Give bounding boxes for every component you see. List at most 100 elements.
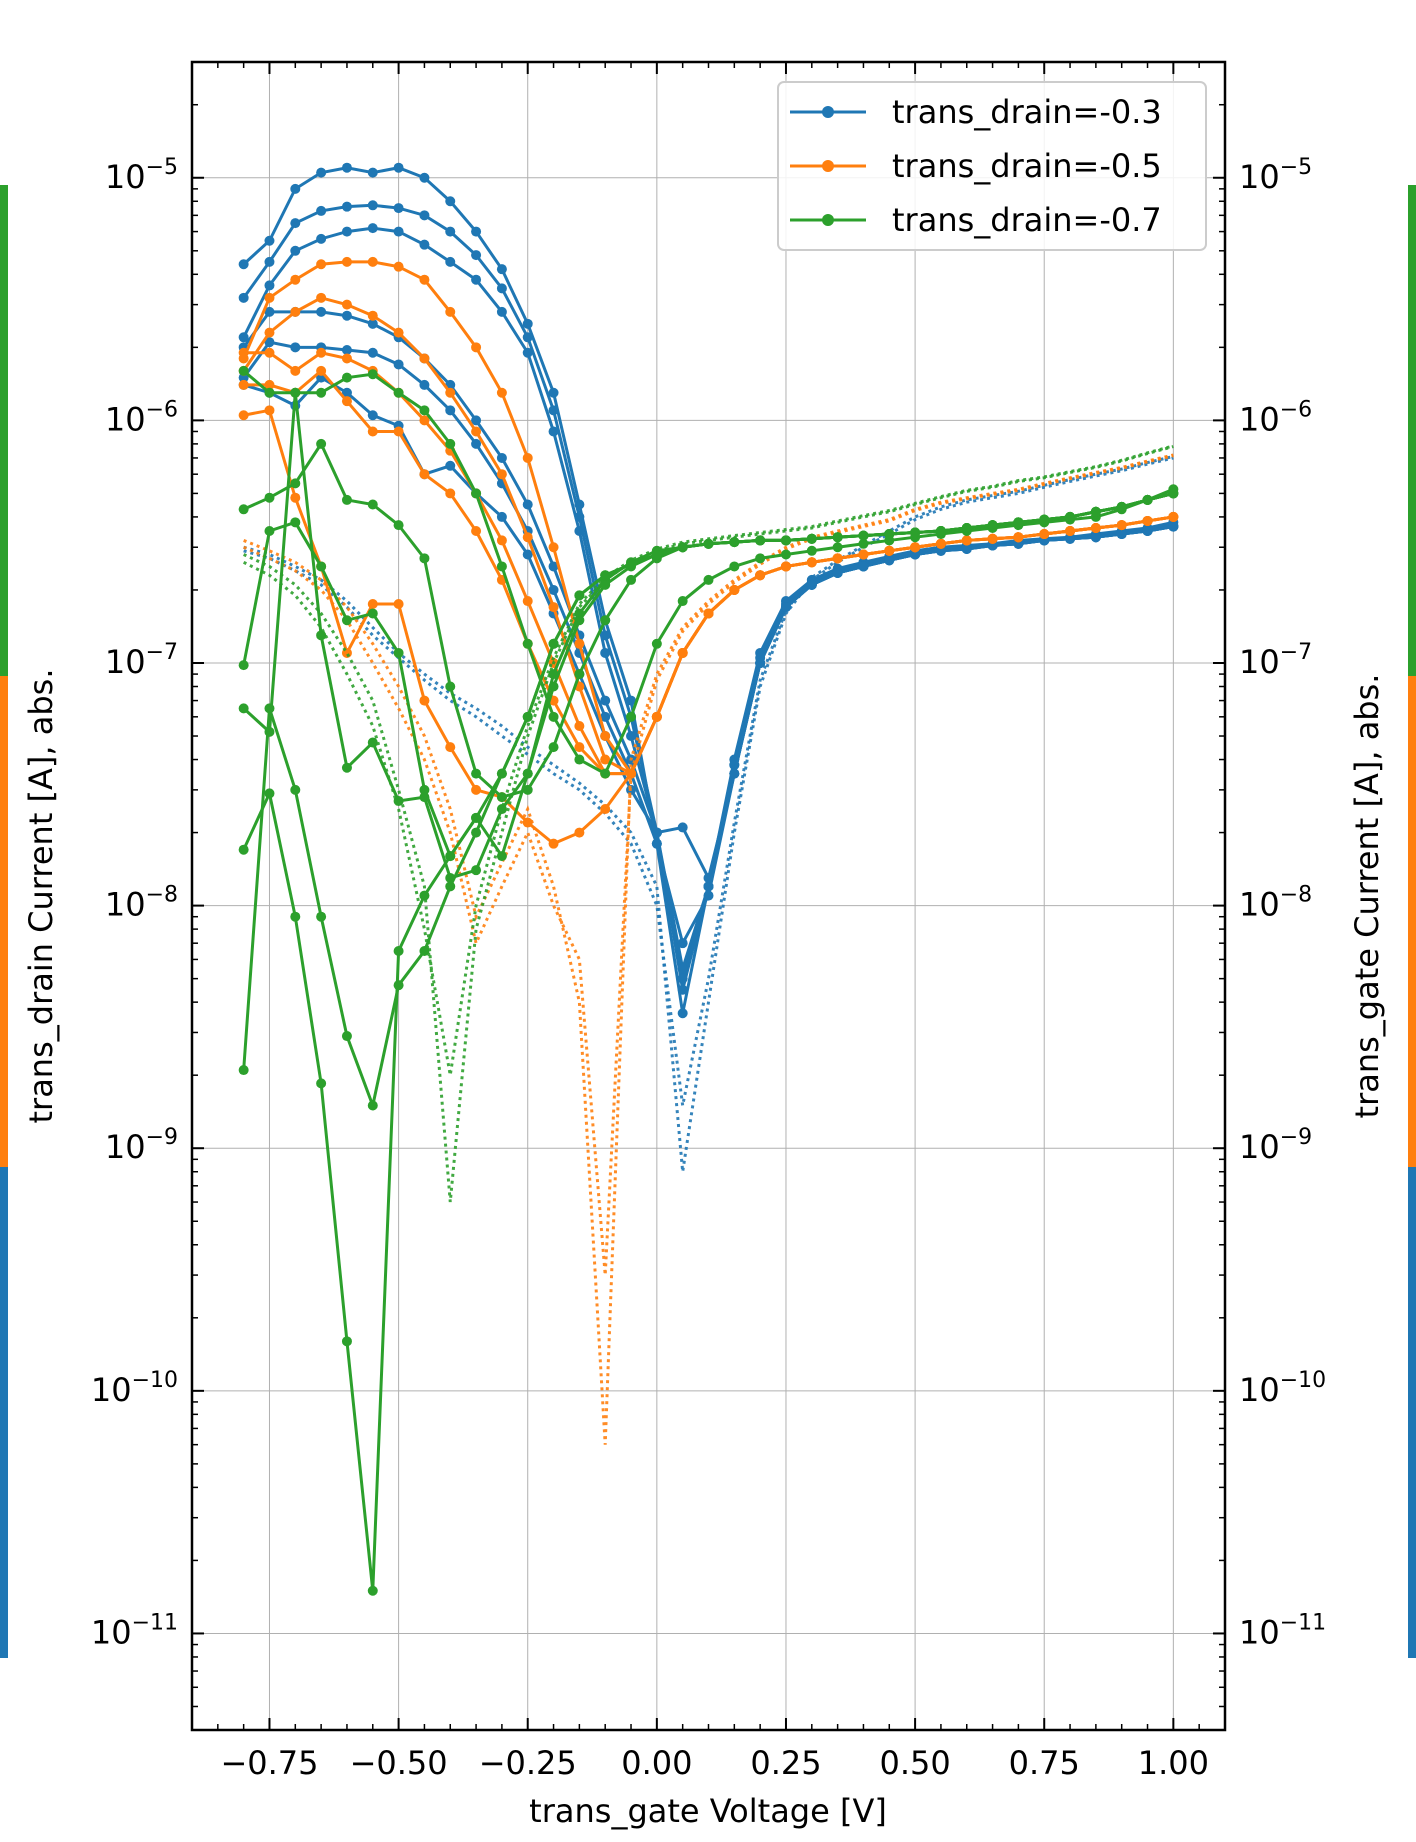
- drain-current-point: [548, 742, 559, 753]
- drain-current-point: [858, 530, 869, 541]
- x-tick-label: 0.75: [1009, 1744, 1080, 1782]
- drain-current-point: [935, 525, 946, 536]
- drain-current-point: [1090, 506, 1101, 517]
- series-1: [238, 162, 1179, 1172]
- drain-current-point: [600, 754, 611, 765]
- drain-current-point: [651, 711, 662, 722]
- drain-current-point: [626, 695, 637, 706]
- drain-current-point: [341, 387, 352, 398]
- drain-current-point: [496, 306, 507, 317]
- drain-current-point: [445, 881, 456, 892]
- drain-current-point: [1116, 501, 1127, 512]
- drain-current-point: [522, 711, 533, 722]
- drain-current-point: [496, 264, 507, 275]
- drain-current-point: [445, 405, 456, 416]
- drain-current-point: [548, 584, 559, 595]
- drain-current-point: [1116, 520, 1127, 531]
- legend-marker: [822, 106, 834, 118]
- drain-current-point: [419, 353, 430, 364]
- drain-current-point: [264, 405, 275, 416]
- drain-current-point: [238, 504, 249, 515]
- drain-current-point: [367, 310, 378, 321]
- drain-current-point: [858, 561, 869, 572]
- drain-current-point: [987, 533, 998, 544]
- y-tick-label-left: 10−5: [105, 155, 178, 196]
- drain-current-point: [677, 973, 688, 984]
- drain-current-point: [548, 602, 559, 613]
- drain-current-point: [264, 235, 275, 246]
- legend-marker: [822, 160, 834, 172]
- drain-current-point: [961, 535, 972, 546]
- drain-current-point: [290, 911, 301, 922]
- drain-current-point: [755, 535, 766, 546]
- drain-current-point: [884, 529, 895, 540]
- legend-label: trans_drain=-0.3: [892, 93, 1162, 131]
- drain-current-point: [264, 306, 275, 317]
- drain-current-point: [496, 804, 507, 815]
- drain-current-point: [290, 306, 301, 317]
- y-tick-label-right: 10−8: [1239, 883, 1312, 924]
- drain-current-point: [1116, 529, 1127, 540]
- y-axis-label-left: trans_drain Current [A], abs.: [22, 668, 60, 1123]
- drain-current-point: [600, 731, 611, 742]
- drain-current-point: [755, 570, 766, 581]
- drain-current-point: [987, 520, 998, 531]
- drain-current-point: [419, 405, 430, 416]
- drain-current-point: [806, 545, 817, 556]
- drain-current-point: [290, 274, 301, 285]
- drain-current-point: [548, 838, 559, 849]
- drain-current-point: [961, 544, 972, 555]
- drain-current-point: [522, 532, 533, 543]
- drain-current-point: [522, 549, 533, 560]
- drain-current-point: [290, 365, 301, 376]
- drain-current-point: [316, 387, 327, 398]
- ticks: [192, 62, 1225, 1731]
- drain-current-point: [290, 245, 301, 256]
- drain-current-line: [242, 491, 1174, 1111]
- drain-current-point: [910, 542, 921, 553]
- drain-current-point: [316, 306, 327, 317]
- drain-current-point: [316, 259, 327, 270]
- drain-current-point: [574, 827, 585, 838]
- drain-current-point: [574, 720, 585, 731]
- gate-current-line: [243, 456, 1174, 1172]
- drain-current-point: [496, 511, 507, 522]
- drain-current-point: [884, 555, 895, 566]
- drain-current-point: [419, 784, 430, 795]
- color-bar-segment: [1408, 676, 1416, 1167]
- drain-current-point: [780, 535, 791, 546]
- drain-current-point: [703, 872, 714, 883]
- drain-current-point: [677, 822, 688, 833]
- drain-current-point: [600, 711, 611, 722]
- drain-current-point: [548, 387, 559, 398]
- drain-current-point: [496, 387, 507, 398]
- drain-current-point: [393, 387, 404, 398]
- drain-current-point: [445, 306, 456, 317]
- drain-current-point: [1065, 525, 1076, 536]
- drain-current-point: [264, 525, 275, 536]
- drain-current-point: [341, 226, 352, 237]
- drain-current-point: [1039, 529, 1050, 540]
- drain-current-point: [445, 851, 456, 862]
- drain-current-point: [316, 1078, 327, 1089]
- y-tick-label-left: 10−11: [91, 1610, 178, 1651]
- drain-current-point: [651, 638, 662, 649]
- drain-current-point: [290, 478, 301, 489]
- drain-current-point: [471, 226, 482, 237]
- drain-current-point: [574, 525, 585, 536]
- legend-label: trans_drain=-0.5: [892, 147, 1162, 185]
- drain-current-point: [419, 210, 430, 221]
- drain-current-point: [1013, 517, 1024, 528]
- y-tick-label-right: 10−11: [1239, 1610, 1326, 1651]
- y-tick-label-left: 10−8: [105, 883, 178, 924]
- drain-current-point: [419, 695, 430, 706]
- drain-current-point: [238, 703, 249, 714]
- drain-current-point: [238, 347, 249, 358]
- drain-current-point: [574, 638, 585, 649]
- drain-current-point: [729, 561, 740, 572]
- drain-current-point: [548, 542, 559, 553]
- drain-current-point: [393, 647, 404, 658]
- drain-current-point: [445, 438, 456, 449]
- drain-current-point: [393, 426, 404, 437]
- drain-current-point: [316, 233, 327, 244]
